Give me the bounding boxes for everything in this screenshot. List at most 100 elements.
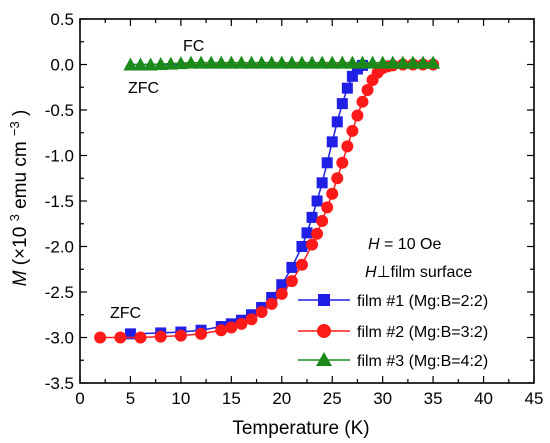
series-film-3 bbox=[123, 55, 441, 71]
series-line-zfc bbox=[130, 64, 363, 335]
data-point bbox=[416, 55, 431, 69]
x-tick-label: 40 bbox=[474, 389, 493, 408]
data-point bbox=[234, 55, 249, 69]
data-point bbox=[285, 275, 298, 288]
data-point bbox=[426, 55, 441, 69]
x-tick-label: 5 bbox=[126, 389, 135, 408]
legend: film #1 (Mg:B=2:2) film #2 (Mg:B=3:2) fi… bbox=[298, 293, 488, 370]
x-tick-label: 30 bbox=[373, 389, 392, 408]
data-point bbox=[124, 328, 136, 340]
data-point bbox=[375, 55, 390, 69]
data-point bbox=[173, 56, 188, 70]
data-point bbox=[276, 279, 288, 291]
data-point bbox=[94, 331, 107, 344]
data-point bbox=[224, 55, 239, 69]
data-point bbox=[356, 95, 369, 108]
data-point bbox=[335, 55, 350, 69]
data-point bbox=[255, 306, 268, 319]
data-point bbox=[225, 321, 238, 334]
x-tick-label: 35 bbox=[424, 389, 443, 408]
data-point bbox=[174, 329, 187, 342]
data-point bbox=[154, 330, 167, 343]
legend-label-film-2: film #2 (Mg:B=3:2) bbox=[357, 324, 488, 341]
data-point bbox=[346, 124, 359, 137]
field-annotation: H = 10 Oe bbox=[368, 236, 441, 253]
legend-marker-circle bbox=[317, 324, 331, 338]
zfc-label-top: ZFC bbox=[128, 80, 159, 97]
axes: 0 5 10 15 20 25 30 35 40 45 0.5 0.0 -0.5 -1.0 -1.5 -2.0… bbox=[45, 10, 544, 408]
x-tick-label: 45 bbox=[525, 389, 544, 408]
y-tick-label: -2.0 bbox=[45, 238, 74, 257]
data-point bbox=[254, 55, 269, 69]
legend-marker-square bbox=[318, 294, 330, 306]
legend-label-film-1: film #1 (Mg:B=2:2) bbox=[357, 293, 488, 310]
data-marks bbox=[94, 55, 441, 344]
y-axis-title: M (×10 3 emu cm −3 ) bbox=[3, 110, 31, 287]
y-tick-label: -0.5 bbox=[45, 101, 74, 120]
data-point bbox=[311, 227, 324, 240]
legend-item-film-3: film #3 (Mg:B=4:2) bbox=[298, 352, 488, 370]
data-point bbox=[134, 331, 147, 344]
data-point bbox=[266, 291, 278, 303]
y-tick-label: 0.5 bbox=[50, 10, 74, 29]
zfc-label-bottom: ZFC bbox=[110, 305, 141, 322]
fc-label: FC bbox=[183, 38, 204, 55]
y-tick-label: -1.5 bbox=[45, 192, 74, 211]
data-point bbox=[195, 327, 208, 340]
data-point bbox=[163, 56, 178, 70]
y-axis-unit-exponent: −3 bbox=[7, 121, 22, 136]
data-point bbox=[286, 261, 298, 273]
data-point bbox=[284, 55, 299, 69]
legend-item-film-2: film #2 (Mg:B=3:2) bbox=[298, 324, 488, 341]
y-axis-unit: emu cm bbox=[10, 141, 31, 209]
data-point bbox=[326, 136, 338, 148]
data-point bbox=[365, 55, 380, 69]
data-point bbox=[341, 82, 353, 94]
data-point bbox=[311, 195, 323, 207]
data-point bbox=[306, 211, 318, 223]
y-axis-symbol: M bbox=[10, 270, 31, 286]
data-point bbox=[315, 55, 330, 69]
data-point bbox=[296, 241, 308, 252]
data-point bbox=[143, 57, 158, 71]
data-point bbox=[331, 116, 343, 128]
data-point bbox=[316, 177, 328, 189]
y-axis-prefix: (×10 bbox=[10, 227, 31, 266]
orientation-text: ⊥film surface bbox=[377, 264, 473, 281]
y-axis-suffix: ) bbox=[10, 110, 31, 116]
y-tick-label: -3.5 bbox=[45, 374, 74, 393]
x-axis-title: Temperature (K) bbox=[232, 418, 369, 439]
data-point bbox=[341, 140, 354, 153]
legend-item-film-1: film #1 (Mg:B=2:2) bbox=[298, 293, 488, 310]
data-point bbox=[264, 55, 279, 69]
data-point bbox=[326, 187, 339, 200]
data-point bbox=[331, 172, 344, 185]
x-tick-label: 25 bbox=[323, 389, 342, 408]
data-point bbox=[305, 55, 320, 69]
data-point bbox=[204, 55, 219, 69]
data-point bbox=[153, 57, 168, 71]
data-point bbox=[385, 55, 400, 69]
data-point bbox=[325, 55, 340, 69]
data-point bbox=[214, 55, 229, 69]
data-point bbox=[306, 238, 319, 251]
data-point bbox=[355, 55, 370, 69]
data-point bbox=[235, 317, 248, 330]
y-tick-label: 0.0 bbox=[50, 56, 74, 75]
data-point bbox=[245, 313, 258, 326]
orientation-symbol: H bbox=[365, 264, 377, 281]
data-point bbox=[321, 157, 333, 169]
legend-label-film-3: film #3 (Mg:B=4:2) bbox=[357, 353, 488, 370]
y-axis-exponent: 3 bbox=[7, 214, 22, 221]
data-point bbox=[133, 57, 148, 71]
x-tick-label: 15 bbox=[222, 389, 241, 408]
data-point bbox=[346, 70, 358, 82]
data-point bbox=[294, 55, 309, 69]
data-point bbox=[395, 55, 410, 69]
y-tick-label: -2.5 bbox=[45, 283, 74, 302]
data-point bbox=[351, 109, 364, 122]
orientation-annotation: H⊥film surface bbox=[365, 264, 472, 281]
data-point bbox=[295, 258, 308, 271]
data-point bbox=[215, 324, 228, 337]
field-value: = 10 Oe bbox=[380, 236, 442, 253]
